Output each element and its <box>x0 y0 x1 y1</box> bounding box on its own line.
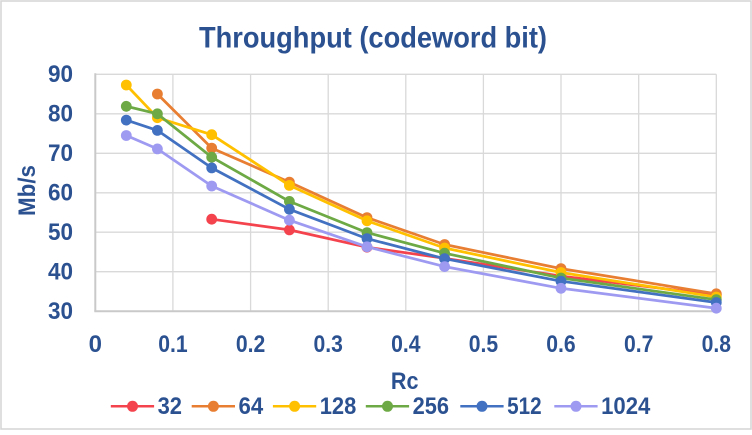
svg-text:128: 128 <box>320 393 357 420</box>
svg-text:1024: 1024 <box>601 393 651 420</box>
svg-text:0.3: 0.3 <box>314 331 343 358</box>
svg-text:Throughput (codeword bit): Throughput (codeword bit) <box>199 22 547 55</box>
svg-text:60: 60 <box>48 180 73 207</box>
svg-text:0.8: 0.8 <box>702 331 731 358</box>
svg-text:32: 32 <box>158 393 182 420</box>
svg-text:512: 512 <box>507 393 541 420</box>
svg-text:90: 90 <box>48 61 73 88</box>
svg-text:256: 256 <box>413 393 449 420</box>
svg-text:70: 70 <box>48 140 73 167</box>
svg-text:40: 40 <box>48 259 73 286</box>
svg-text:0.5: 0.5 <box>469 331 498 358</box>
svg-text:0: 0 <box>89 331 102 358</box>
svg-text:50: 50 <box>48 219 73 246</box>
svg-text:64: 64 <box>239 393 264 420</box>
svg-text:0.2: 0.2 <box>236 331 265 358</box>
svg-text:0.6: 0.6 <box>546 331 575 358</box>
svg-text:30: 30 <box>48 298 73 325</box>
svg-text:Rc: Rc <box>391 368 419 395</box>
svg-text:80: 80 <box>48 101 73 128</box>
svg-text:0.7: 0.7 <box>624 331 653 358</box>
svg-text:0.4: 0.4 <box>391 331 421 358</box>
svg-text:0.1: 0.1 <box>158 331 187 358</box>
svg-text:Mb/s: Mb/s <box>14 165 41 216</box>
